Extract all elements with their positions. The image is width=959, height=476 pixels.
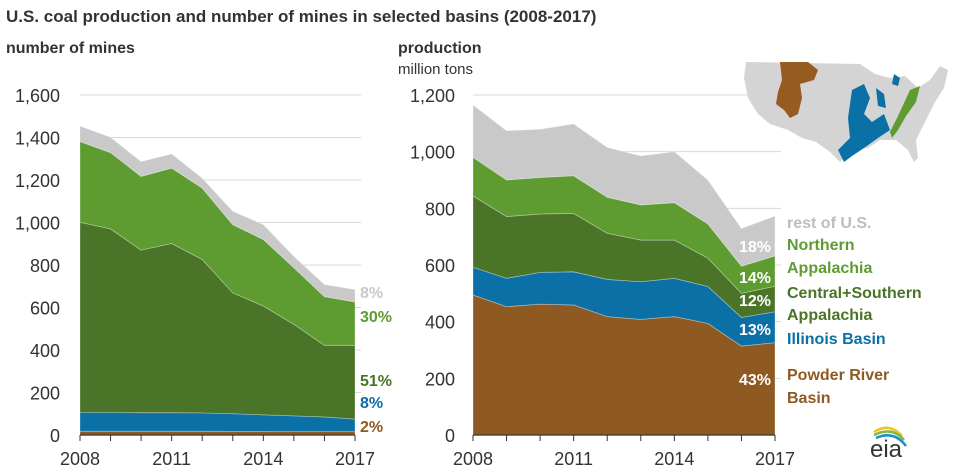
legend-illinois: Illinois Basin (787, 331, 886, 348)
end-label-illinois: 8% (360, 395, 383, 412)
x-tick-label: 2008 (453, 449, 493, 469)
legend-northern: Appalachia (787, 260, 872, 277)
mines-chart: 0 200 400 600 800 1,000 1,200 1,400 1,600 2% 8% 51%… (15, 86, 392, 469)
y-tick-label: 400 (30, 341, 60, 361)
y-tick-label: 0 (445, 426, 455, 446)
legend-powder_river: Basin (787, 390, 831, 407)
logo-text: eia (870, 436, 903, 463)
y-tick-label: 1,200 (15, 171, 60, 191)
y-tick-label: 200 (425, 369, 455, 389)
right-panel-unit: million tons (398, 61, 473, 78)
x-tick-label: 2008 (60, 449, 100, 469)
right-panel-title: production (398, 40, 482, 57)
illinois-basin-region (838, 74, 900, 162)
y-tick-label: 1,600 (15, 86, 60, 106)
end-label-powder_river: 2% (360, 419, 383, 436)
left-panel-title: number of mines (6, 40, 135, 57)
y-tick-label: 0 (50, 426, 60, 446)
us-coal-basins-map-icon (744, 62, 948, 162)
appalachia-region (890, 86, 920, 138)
legend-powder_river: Powder River (787, 367, 889, 384)
legend-northern: Northern (787, 237, 855, 254)
end-label-central_southern: 51% (360, 373, 392, 390)
y-tick-label: 400 (425, 313, 455, 333)
y-tick-label: 800 (425, 199, 455, 219)
end-label-illinois: 13% (739, 322, 771, 339)
end-label-rest: 8% (360, 285, 383, 302)
area-rest (472, 104, 776, 267)
x-tick-label: 2014 (243, 449, 283, 469)
logo-arc (873, 430, 905, 441)
legend-rest: rest of U.S. (787, 215, 871, 232)
legend-central_southern: Appalachia (787, 307, 872, 324)
logo-arc (873, 426, 903, 437)
y-tick-label: 1,000 (15, 214, 60, 234)
x-tick-label: 2011 (152, 449, 191, 469)
x-tick-label: 2014 (654, 449, 694, 469)
production-chart: 0 200 400 600 800 1,000 1,200 43% 13% 12% 14% 18% 20… (410, 86, 795, 469)
end-label-central_southern: 12% (739, 293, 771, 310)
y-tick-label: 1,000 (410, 143, 455, 163)
logo-arc (875, 434, 907, 447)
end-label-powder_river: 43% (739, 372, 771, 389)
y-tick-label: 800 (30, 256, 60, 276)
area-rest (79, 125, 356, 303)
y-tick-label: 200 (30, 384, 60, 404)
x-tick-label: 2011 (554, 449, 593, 469)
legend-central_southern: Central+Southern (787, 285, 922, 302)
end-label-northern: 30% (360, 309, 392, 326)
y-tick-label: 1,200 (410, 86, 455, 106)
y-tick-label: 1,400 (15, 129, 60, 149)
x-tick-label: 2017 (755, 449, 795, 469)
area-central_southern (79, 221, 356, 420)
legend: rest of U.S. Northern Appalachia Central+So… (787, 215, 922, 407)
y-tick-label: 600 (30, 299, 60, 319)
chart-title: U.S. coal production and number of mines… (6, 7, 596, 26)
x-tick-label: 2017 (335, 449, 375, 469)
powder-river-basin-region (776, 62, 818, 118)
end-label-rest: 18% (739, 239, 771, 256)
y-tick-label: 600 (425, 256, 455, 276)
eia-logo: eia (870, 426, 907, 463)
end-label-northern: 14% (739, 270, 771, 287)
area-illinois (79, 412, 356, 432)
